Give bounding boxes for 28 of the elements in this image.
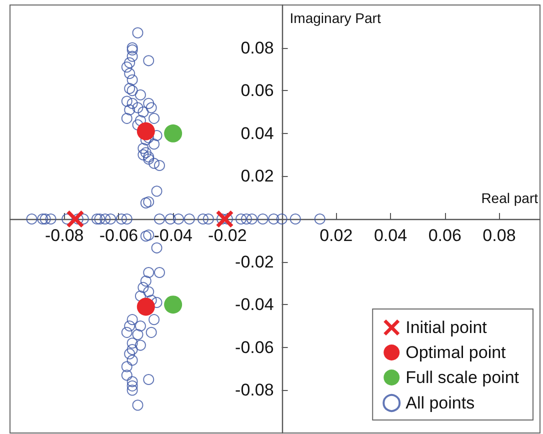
- x-tick-label: -0.04: [154, 226, 192, 245]
- y-tick-label: 0.04: [240, 124, 274, 143]
- legend-label: All points: [406, 394, 475, 412]
- y-axis-title: Imaginary Part: [290, 10, 381, 26]
- point: [136, 298, 155, 316]
- legend-label: Optimal point: [406, 343, 506, 362]
- x-tick-label: 0.02: [320, 226, 353, 245]
- x-tick-label: -0.02: [208, 226, 247, 245]
- point: [66, 210, 84, 228]
- x-tick-label: -0.08: [44, 226, 84, 245]
- x-tick-label: 0.06: [428, 226, 462, 245]
- y-tick-label: 0.02: [240, 166, 274, 186]
- x-tick-label: -0.06: [99, 226, 138, 245]
- legend-label: Initial point: [406, 318, 488, 337]
- point: [216, 210, 234, 228]
- y-tick-label: -0.04: [235, 295, 274, 314]
- y-tick-label: -0.08: [235, 380, 274, 400]
- x-tick-label: 0.04: [374, 226, 408, 245]
- x-tick-label: 0.08: [482, 226, 516, 245]
- y-tick-label: -0.02: [235, 252, 274, 272]
- y-tick-label: 0.06: [240, 81, 274, 100]
- y-tick-label: 0.08: [240, 38, 274, 58]
- legend-label: Full scale point: [406, 368, 520, 387]
- point: [164, 296, 182, 314]
- x-axis-title: Real part: [481, 190, 538, 206]
- point: [136, 122, 155, 140]
- point: [164, 124, 182, 142]
- y-tick-label: -0.06: [235, 338, 274, 357]
